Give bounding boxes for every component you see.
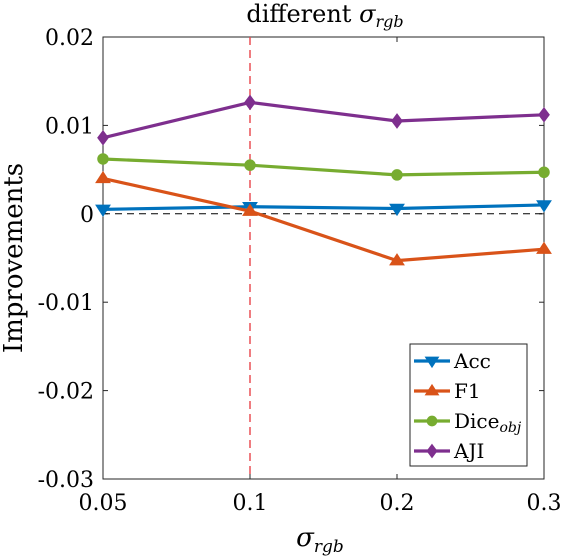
legend-marker-dice xyxy=(426,415,438,427)
series-aji xyxy=(97,94,550,146)
y-tick-label: 0.02 xyxy=(45,26,94,51)
data-point-dice xyxy=(391,169,403,181)
series-line-aji xyxy=(102,100,545,140)
legend-label-main: F1 xyxy=(454,379,481,403)
legend-marker-acc xyxy=(424,356,440,369)
x-axis-label: σrgb xyxy=(296,523,344,556)
legend-label-subscript: obj xyxy=(499,420,521,436)
data-point-dice xyxy=(97,153,109,165)
legend-marker-aji xyxy=(426,443,438,459)
data-point-dice xyxy=(244,159,256,171)
data-point-aji xyxy=(538,106,550,123)
series-line-f1 xyxy=(102,176,545,263)
series-line-dice xyxy=(102,157,545,177)
legend-label-acc: Acc xyxy=(453,349,491,373)
data-point-aji xyxy=(97,129,109,146)
data-point-aji xyxy=(391,113,403,129)
series-dice xyxy=(97,153,550,181)
legend-box xyxy=(409,343,528,467)
legend-item-aji: AJI xyxy=(414,439,484,463)
data-point-f1 xyxy=(536,241,552,254)
legend-item-f1: F1 xyxy=(414,379,481,403)
plot-area: 0.02 0.01 0 -0.01 -0.02 -0.030.05 0.1 0.2 0.3 Acc… xyxy=(38,26,562,516)
data-point-acc xyxy=(536,200,552,213)
chart-title: different σrgb xyxy=(246,0,403,31)
y-tick-label: 0.01 xyxy=(45,114,94,139)
data-point-f1 xyxy=(242,203,258,216)
y-tick-label: -0.03 xyxy=(38,468,94,493)
data-point-acc xyxy=(95,204,111,217)
x-tick-label: 0.3 xyxy=(527,491,562,516)
chart-title-subscript: rgb xyxy=(375,12,403,31)
legend-label-f1: F1 xyxy=(454,379,481,403)
legend-item-acc: Acc xyxy=(414,349,491,373)
legend-label-aji: AJI xyxy=(453,439,484,463)
legend-label-main: AJI xyxy=(453,439,484,463)
data-point-f1 xyxy=(95,170,111,184)
data-point-acc xyxy=(389,203,405,217)
y-tick-label: -0.02 xyxy=(38,380,94,405)
data-point-f1 xyxy=(389,253,405,266)
series-f1 xyxy=(95,170,552,266)
legend-label-main: Dice xyxy=(454,409,499,433)
y-axis-label: Improvements xyxy=(0,163,29,353)
y-tick-label: -0.01 xyxy=(38,291,94,316)
data-point-dice xyxy=(538,166,550,179)
chart-title-symbol: σ xyxy=(359,0,376,28)
axes-box xyxy=(102,36,545,480)
legend-label-main: Acc xyxy=(453,349,491,373)
x-tick-label: 0.05 xyxy=(79,491,128,516)
x-axis-label-subscript: rgb xyxy=(314,537,344,556)
x-tick-label: 0.1 xyxy=(233,491,268,516)
series-line-acc xyxy=(102,203,545,211)
y-tick-label: 0 xyxy=(80,203,94,228)
data-point-aji xyxy=(244,94,256,111)
series-acc xyxy=(95,200,552,217)
legend-marker-f1 xyxy=(424,383,440,396)
x-tick-label: 0.2 xyxy=(380,491,415,516)
legend-item-dice: Diceobj xyxy=(414,409,522,436)
legend-label-dice: Diceobj xyxy=(454,409,522,436)
chart-title-text: different xyxy=(246,0,359,28)
legend: Acc F1 Diceobj AJI xyxy=(409,343,528,467)
x-axis-label-symbol: σ xyxy=(296,523,315,553)
